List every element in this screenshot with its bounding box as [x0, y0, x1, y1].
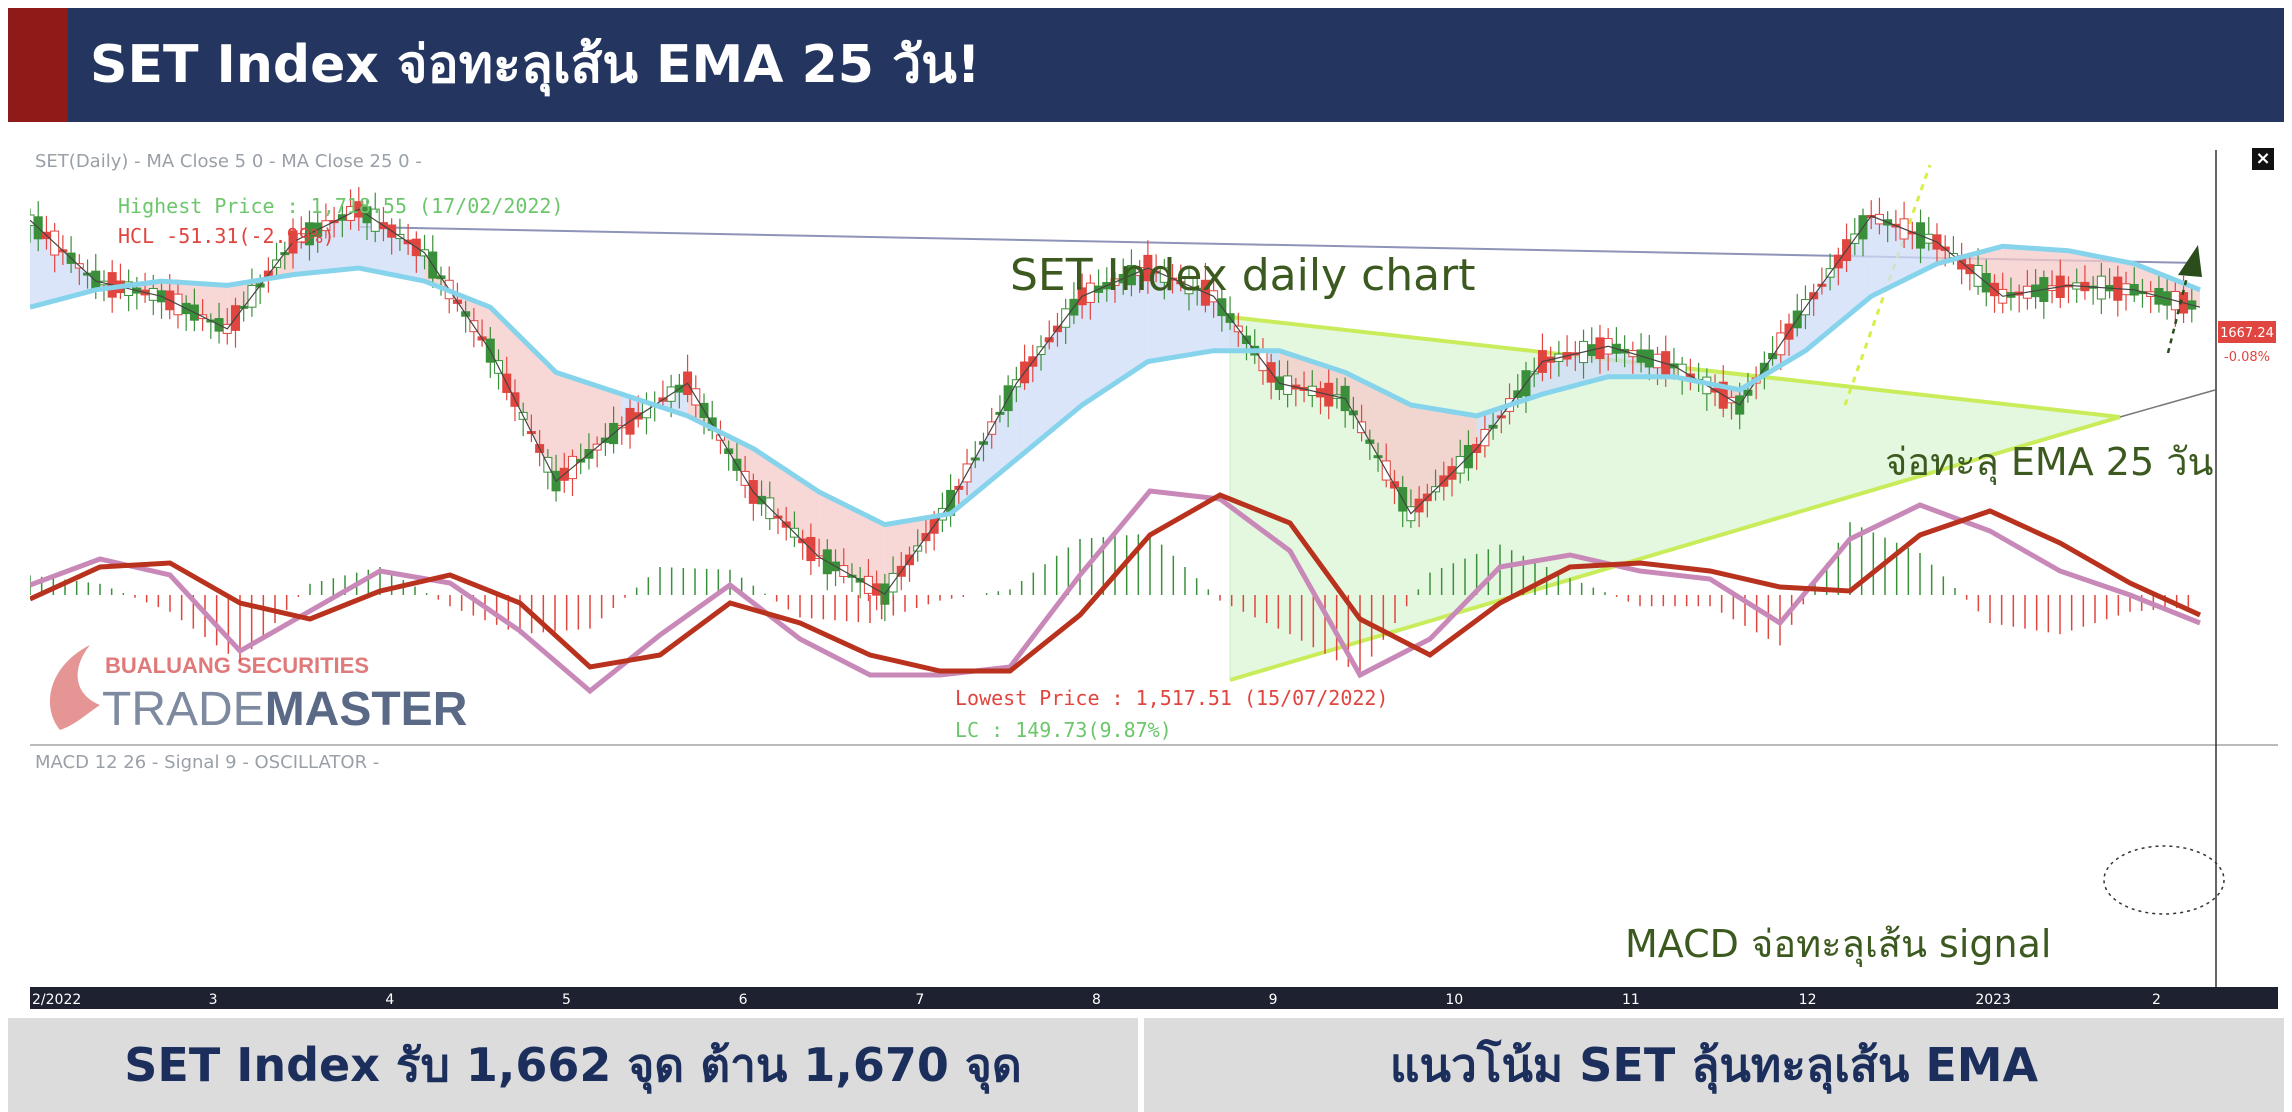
indicator-label-price: SET(Daily) - MA Close 5 0 - MA Close 25 …	[35, 151, 422, 172]
macd-cross-highlight	[2103, 845, 2225, 915]
chart-title: SET Index daily chart	[1010, 250, 1475, 301]
chart-canvas[interactable]: SET(Daily) - MA Close 5 0 - MA Close 25 …	[30, 145, 2278, 1015]
signal-line	[30, 492, 2202, 674]
page-title: SET Index จ่อทะลุเส้น EMA 25 วัน!	[90, 35, 981, 95]
hcl-label: HCL -51.31(-2.99%)	[118, 224, 335, 248]
ma5-line	[30, 208, 2201, 595]
last-price-change: -0.08%	[2224, 350, 2270, 365]
x-tick-label: 2	[2152, 992, 2161, 1008]
x-tick-label: 9	[1269, 992, 1278, 1008]
ema25-line	[30, 243, 2201, 528]
x-tick-label: 4	[385, 992, 394, 1008]
x-tick-label: 8	[1092, 992, 1101, 1008]
footer-trend: แนวโน้ม SET ลุ้นทะลุเส้น EMA	[1144, 1018, 2284, 1112]
title-banner: SET Index จ่อทะลุเส้น EMA 25 วัน!	[8, 8, 2284, 122]
breakout-annotation: จ่อทะลุ EMA 25 วัน	[1885, 440, 2214, 485]
x-tick-label: 12	[1799, 992, 1817, 1008]
time-axis-bar	[30, 987, 2278, 1009]
tradermaster-logo-icon	[50, 645, 100, 730]
x-tick-label: 2/2022	[32, 992, 81, 1008]
highest-price-label: Highest Price : 1,718.55 (17/02/2022)	[118, 194, 564, 218]
x-tick-label: 5	[562, 992, 571, 1008]
lowest-price-label: Lowest Price : 1,517.51 (15/07/2022)	[955, 686, 1388, 710]
triangle-lower-line	[1229, 415, 2121, 682]
watermark-brand-dark: MASTER	[265, 683, 468, 736]
watermark-brand: TRADEMASTER	[102, 683, 467, 736]
x-tick-label: 10	[1445, 992, 1463, 1008]
arrow-head-icon	[2178, 245, 2202, 277]
title-accent-bar	[8, 8, 68, 122]
chart-panel: SET(Daily) - MA Close 5 0 - MA Close 25 …	[30, 145, 2278, 1015]
indicator-label-macd: MACD 12 26 - Signal 9 - OSCILLATOR -	[35, 752, 379, 773]
ma-ribbon-segment	[490, 307, 557, 482]
footer-divider	[1138, 1018, 1144, 1112]
footer-bar: SET Index รับ 1,662 จุด ต้าน 1,670 จุด แ…	[8, 1018, 2284, 1112]
x-tick-label: 7	[915, 992, 924, 1008]
x-tick-label: 3	[209, 992, 218, 1008]
watermark-brand-light: TRADE	[102, 683, 265, 736]
x-tick-label: 6	[739, 992, 748, 1008]
triangle-pattern-fill	[1230, 317, 2120, 680]
watermark-company: BUALUANG SECURITIES	[105, 653, 369, 678]
lc-label: LC : 149.73(9.87%)	[955, 718, 1172, 742]
footer-support-resistance: SET Index รับ 1,662 จุด ต้าน 1,670 จุด	[8, 1018, 1138, 1112]
macd-line	[30, 488, 2201, 695]
support-extension-line	[2119, 389, 2216, 418]
x-tick-label: 2023	[1975, 992, 2011, 1008]
last-price-tag	[2218, 321, 2276, 343]
close-icon[interactable]: ×	[2252, 148, 2274, 170]
last-price-value: 1667.24	[2220, 326, 2274, 341]
x-tick-label: 11	[1622, 992, 1640, 1008]
macd-annotation: MACD จ่อทะลุเส้น signal	[1625, 922, 2051, 967]
